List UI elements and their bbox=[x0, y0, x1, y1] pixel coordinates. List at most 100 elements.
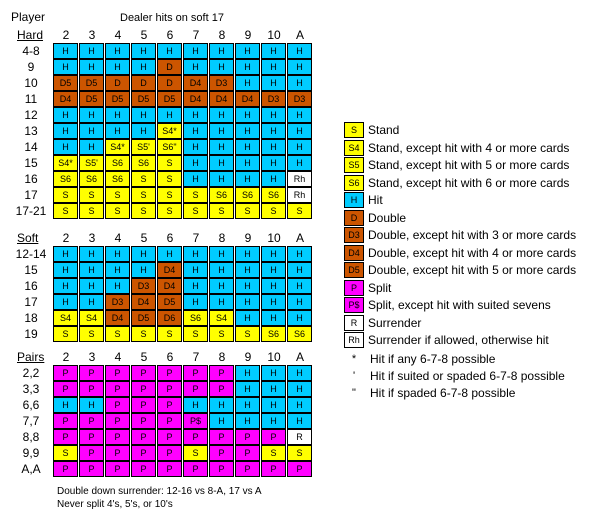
strategy-cell: P bbox=[183, 461, 208, 477]
dealer-card-header: 6 bbox=[166, 231, 174, 245]
legend-text: Double, except hit with 4 or more cards bbox=[368, 245, 577, 260]
strategy-cell: H bbox=[209, 171, 234, 187]
row-label: 8,8 bbox=[22, 430, 40, 444]
strategy-cell: S bbox=[105, 326, 130, 342]
strategy-cell: H bbox=[287, 43, 312, 59]
strategy-cell: H bbox=[235, 107, 260, 123]
strategy-cell: S bbox=[287, 203, 312, 219]
strategy-cell: H bbox=[235, 139, 260, 155]
row-label: 10 bbox=[24, 76, 38, 90]
legend-swatch: Rh bbox=[344, 332, 364, 348]
strategy-cell: H bbox=[53, 294, 78, 310]
strategy-cell: D5 bbox=[131, 310, 156, 326]
strategy-cell: H bbox=[53, 139, 78, 155]
strategy-cell: P bbox=[105, 413, 130, 429]
strategy-cell: P bbox=[157, 397, 182, 413]
strategy-cell: S bbox=[79, 326, 104, 342]
strategy-cell: P bbox=[105, 445, 130, 461]
legend-swatch: S bbox=[344, 122, 364, 138]
dealer-card-header: 2 bbox=[62, 350, 70, 364]
strategy-cell: P bbox=[131, 413, 156, 429]
strategy-cell: P$ bbox=[183, 413, 208, 429]
strategy-cell: H bbox=[79, 43, 104, 59]
legend-text: Split, except hit with suited sevens bbox=[368, 298, 551, 312]
strategy-cell: H bbox=[261, 155, 286, 171]
row-label: 2,2 bbox=[22, 366, 40, 380]
strategy-cell: S6 bbox=[183, 310, 208, 326]
strategy-cell: H bbox=[287, 262, 312, 278]
strategy-cell: P bbox=[105, 365, 130, 381]
strategy-cell: D5 bbox=[131, 91, 156, 107]
strategy-cell: H bbox=[235, 123, 260, 139]
strategy-cell: D4 bbox=[183, 91, 208, 107]
strategy-cell: S bbox=[157, 326, 182, 342]
strategy-cell: H bbox=[287, 381, 312, 397]
dealer-card-header: 5 bbox=[140, 350, 148, 364]
strategy-cell: H bbox=[209, 397, 234, 413]
strategy-cell: P bbox=[131, 429, 156, 445]
strategy-cell: P bbox=[157, 445, 182, 461]
strategy-cell: P bbox=[287, 461, 312, 477]
strategy-cell: H bbox=[157, 107, 182, 123]
strategy-cell: H bbox=[235, 381, 260, 397]
strategy-cell: H bbox=[209, 139, 234, 155]
strategy-cell: H bbox=[287, 365, 312, 381]
strategy-cell: H bbox=[105, 278, 130, 294]
strategy-cell: H bbox=[79, 397, 104, 413]
legend-text: Double, except hit with 3 or more cards bbox=[368, 228, 577, 242]
dealer-card-header: 8 bbox=[218, 350, 226, 364]
strategy-cell: P bbox=[183, 381, 208, 397]
legend-symbol-text: Hit if spaded 6-7-8 possible bbox=[370, 385, 516, 400]
strategy-cell: H bbox=[79, 294, 104, 310]
strategy-cell: H bbox=[209, 294, 234, 310]
strategy-cell: S bbox=[261, 203, 286, 219]
chart-title: Dealer hits on soft 17 bbox=[120, 12, 224, 24]
strategy-cell: D4 bbox=[209, 91, 234, 107]
strategy-cell: H bbox=[235, 155, 260, 171]
strategy-cell: P bbox=[131, 461, 156, 477]
strategy-cell: S6 bbox=[53, 171, 78, 187]
strategy-cell: S bbox=[53, 203, 78, 219]
strategy-cell: H bbox=[261, 262, 286, 278]
strategy-cell: S4* bbox=[105, 139, 130, 155]
strategy-cell: P bbox=[261, 461, 286, 477]
legend-swatch: D bbox=[344, 209, 364, 226]
legend-text: Hit bbox=[368, 193, 383, 207]
strategy-cell: D3 bbox=[287, 91, 312, 107]
row-label: 12-14 bbox=[15, 247, 47, 261]
strategy-cell: H bbox=[131, 246, 156, 262]
strategy-cell: H bbox=[261, 294, 286, 310]
strategy-cell: H bbox=[287, 413, 312, 429]
strategy-cell: H bbox=[261, 381, 286, 397]
section-header-hard: Hard bbox=[17, 28, 44, 42]
strategy-cell: H bbox=[287, 310, 312, 326]
legend-text: Double, except hit with 5 or more cards bbox=[368, 263, 577, 277]
strategy-cell: D5 bbox=[79, 91, 104, 107]
legend-swatch: H bbox=[344, 192, 364, 208]
strategy-cell: H bbox=[157, 43, 182, 59]
strategy-cell: S4 bbox=[79, 310, 104, 326]
strategy-cell: H bbox=[79, 278, 104, 294]
legend-symbol-text: Hit if any 6-7-8 possible bbox=[370, 351, 496, 366]
strategy-cell: S4* bbox=[53, 155, 78, 171]
strategy-cell: H bbox=[287, 123, 312, 139]
strategy-cell: H bbox=[209, 43, 234, 59]
strategy-cell: P bbox=[131, 381, 156, 397]
strategy-cell: D5 bbox=[105, 91, 130, 107]
strategy-cell: H bbox=[235, 397, 260, 413]
strategy-cell: D4 bbox=[105, 310, 130, 326]
strategy-cell: H bbox=[53, 246, 78, 262]
strategy-cell: P bbox=[157, 381, 182, 397]
row-label: 17-21 bbox=[15, 204, 47, 218]
strategy-cell: H bbox=[79, 139, 104, 155]
strategy-cell: H bbox=[53, 278, 78, 294]
row-label: 13 bbox=[24, 124, 38, 138]
strategy-cell: H bbox=[261, 139, 286, 155]
strategy-cell: H bbox=[261, 123, 286, 139]
strategy-cell: H bbox=[209, 278, 234, 294]
strategy-cell: P bbox=[235, 445, 260, 461]
strategy-cell: H bbox=[261, 397, 286, 413]
strategy-cell: P bbox=[209, 429, 234, 445]
strategy-cell: H bbox=[235, 75, 260, 91]
strategy-cell: H bbox=[209, 155, 234, 171]
